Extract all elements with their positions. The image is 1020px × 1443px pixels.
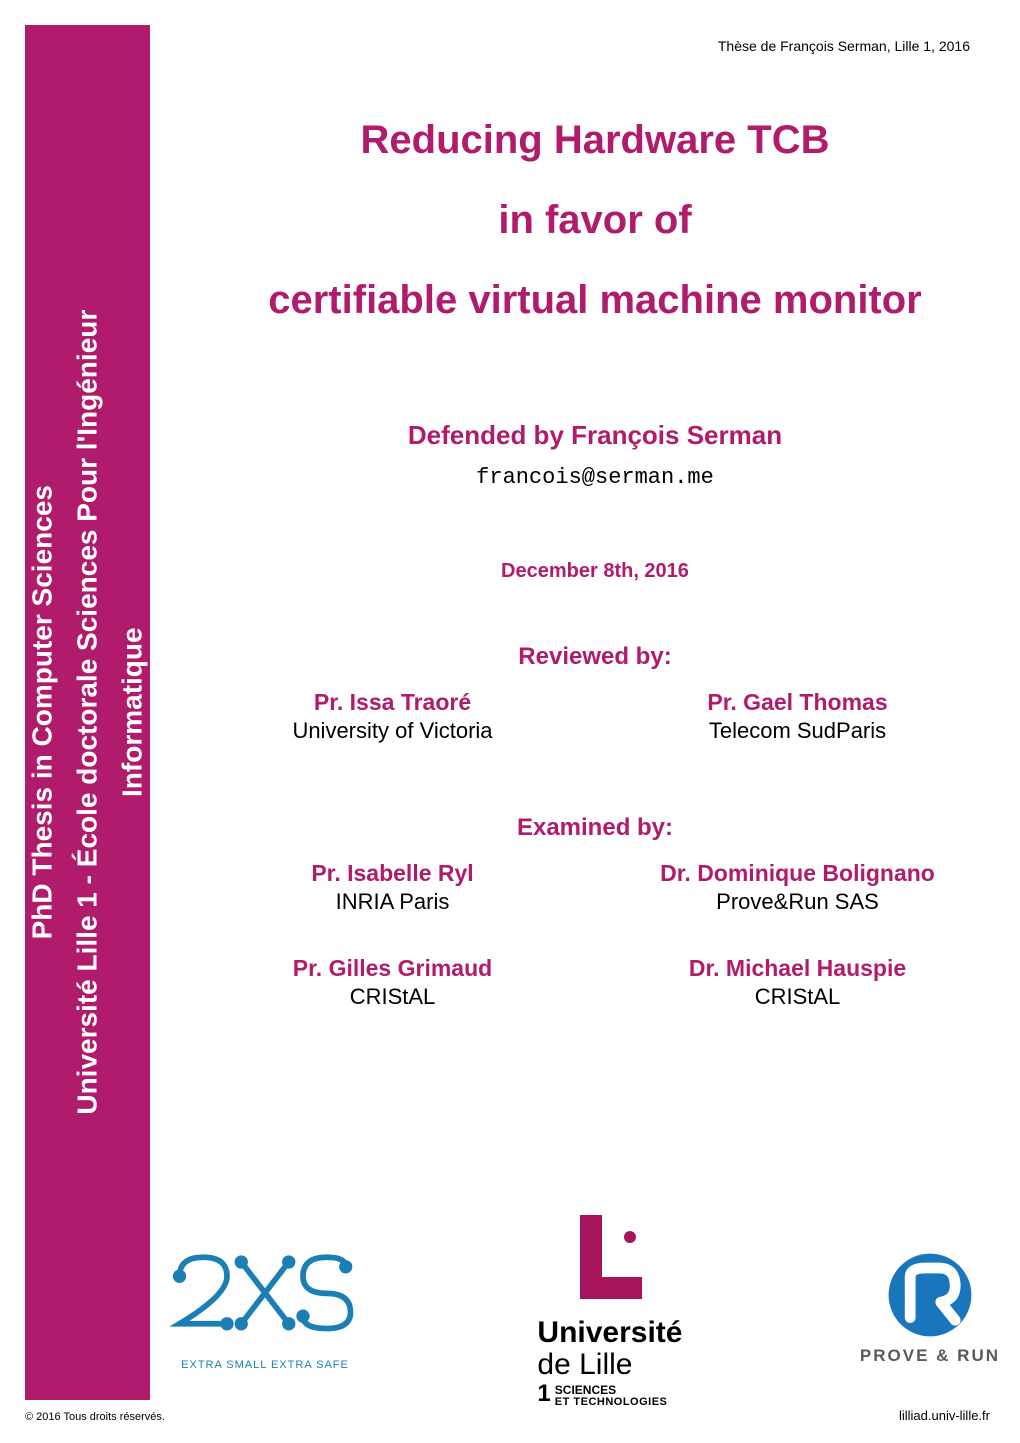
logos-row: EXTRA SMALL EXTRA SAFE Université de Lil… [170,1233,1000,1383]
logo-2xs-icon [170,1245,360,1355]
examiner-name: Pr. Gilles Grimaud [190,955,595,982]
logo-proverun-caption: PROVE & RUN [860,1346,1000,1366]
logo-2xs-caption: EXTRA SMALL EXTRA SAFE [181,1359,349,1371]
reviewer-name: Pr. Gael Thomas [595,689,1000,716]
examiner-name: Dr. Michael Hauspie [595,955,1000,982]
examiner-name: Pr. Isabelle Ryl [190,860,595,887]
title-line-3: certifiable virtual machine monitor [170,260,1020,340]
examined-by-label: Examined by: [170,814,1020,842]
examiner-affiliation: CRIStAL [595,984,1000,1010]
logo-universite-lille: Université de Lille 1 SCIENCES ET TECHNO… [537,1207,682,1408]
title-line-2: in favor of [170,180,1020,260]
logo-lille-line1: Université [537,1317,682,1349]
title-line-1: Reducing Hardware TCB [170,100,1020,180]
examiner-affiliation: INRIA Paris [190,889,595,915]
header-note: Thèse de François Serman, Lille 1, 2016 [718,38,970,54]
examiner: Dr. Michael Hauspie CRIStAL [595,955,1000,1010]
examiners-row: Pr. Isabelle Ryl INRIA Paris Dr. Dominiq… [170,860,1020,915]
reviewer-name: Pr. Issa Traoré [190,689,595,716]
examiner: Dr. Dominique Bolignano Prove&Run SAS [595,860,1000,915]
logo-lille-line2: de Lille [537,1349,682,1381]
examiner: Pr. Isabelle Ryl INRIA Paris [190,860,595,915]
defended-by: Defended by François Serman [170,420,1020,451]
logo-proverun-icon [885,1250,975,1340]
sidebar: PhD Thesis in Computer Sciences Universi… [25,25,150,1400]
reviewer-affiliation: University of Victoria [190,718,595,744]
logo-lille-icon [570,1207,650,1307]
examiner-name: Dr. Dominique Bolignano [595,860,1000,887]
examiner-affiliation: CRIStAL [190,984,595,1010]
logo-lille-text: Université de Lille 1 SCIENCES ET TECHNO… [537,1317,682,1408]
reviewed-by-label: Reviewed by: [170,643,1020,671]
defense-date: December 8th, 2016 [170,560,1020,583]
thesis-title: Reducing Hardware TCB in favor of certif… [170,100,1020,340]
main-content: Reducing Hardware TCB in favor of certif… [170,100,1020,1050]
sidebar-line-3: Informatique [110,310,155,1115]
sidebar-text: PhD Thesis in Computer Sciences Universi… [20,310,154,1115]
reviewers-row: Pr. Issa Traoré University of Victoria P… [170,689,1020,744]
logo-2xs: EXTRA SMALL EXTRA SAFE [170,1245,360,1371]
examiners-row: Pr. Gilles Grimaud CRIStAL Dr. Michael H… [170,955,1020,1010]
examiner: Pr. Gilles Grimaud CRIStAL [190,955,595,1010]
sidebar-line-2: Université Lille 1 - École doctorale Sci… [65,310,110,1115]
footer-copyright: © 2016 Tous droits réservés. [25,1411,165,1423]
footer-url: lilliad.univ-lille.fr [899,1408,990,1423]
author-email: francois@serman.me [170,465,1020,490]
logo-prove-and-run: PROVE & RUN [860,1250,1000,1366]
examiner-affiliation: Prove&Run SAS [595,889,1000,915]
logo-lille-tech: ET TECHNOLOGIES [555,1397,668,1409]
logo-lille-number: 1 [537,1384,550,1403]
logo-lille-line3: 1 SCIENCES ET TECHNOLOGIES [537,1384,682,1408]
reviewer: Pr. Issa Traoré University of Victoria [190,689,595,744]
sidebar-line-1: PhD Thesis in Computer Sciences [20,310,65,1115]
reviewer-affiliation: Telecom SudParis [595,718,1000,744]
reviewer: Pr. Gael Thomas Telecom SudParis [595,689,1000,744]
